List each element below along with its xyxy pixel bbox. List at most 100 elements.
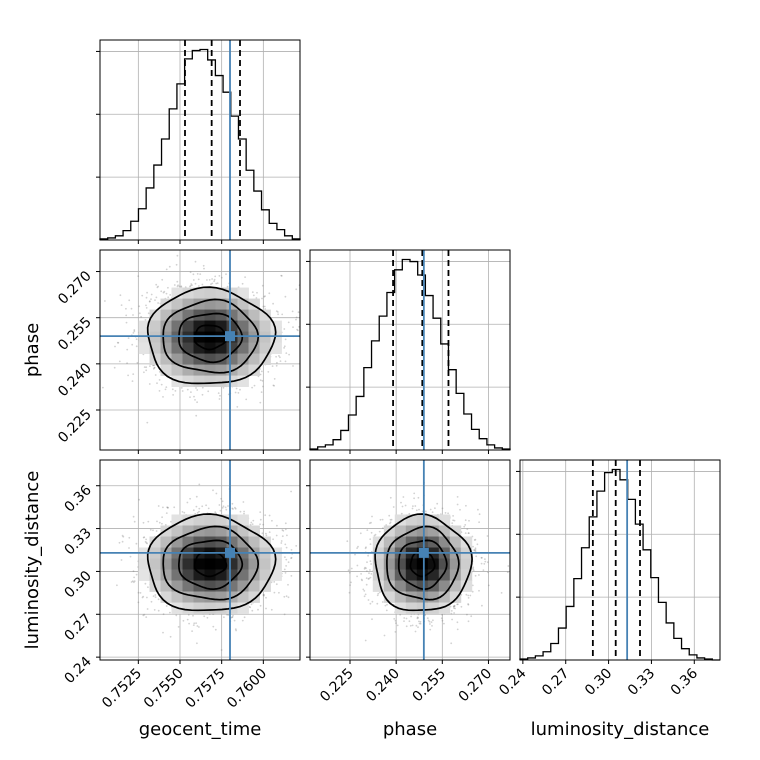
panel-frame bbox=[99, 249, 301, 451]
sample-point bbox=[132, 332, 135, 334]
sample-point bbox=[135, 542, 138, 545]
density-cell bbox=[237, 331, 249, 343]
sample-point bbox=[166, 506, 169, 509]
sample-point bbox=[164, 388, 167, 391]
sample-point bbox=[176, 285, 179, 288]
sample-point bbox=[120, 559, 123, 561]
sample-point bbox=[263, 593, 265, 596]
density-cell bbox=[215, 331, 227, 343]
sample-point bbox=[138, 312, 141, 315]
sample-point bbox=[481, 604, 483, 607]
sample-point bbox=[196, 642, 198, 645]
sample-point bbox=[155, 530, 158, 532]
sample-point bbox=[161, 516, 164, 519]
sample-point bbox=[207, 390, 210, 393]
sample-point bbox=[168, 265, 171, 268]
sample-point bbox=[283, 613, 286, 616]
sample-point bbox=[194, 399, 196, 401]
sample-point bbox=[285, 595, 288, 598]
sample-point bbox=[231, 502, 234, 505]
sample-point bbox=[273, 378, 276, 380]
sample-point bbox=[249, 523, 252, 526]
sample-point bbox=[261, 379, 264, 382]
sample-point bbox=[117, 341, 120, 344]
density-cell bbox=[248, 331, 260, 343]
density-cell bbox=[138, 558, 150, 570]
sample-point bbox=[389, 521, 392, 524]
sample-point bbox=[280, 275, 283, 277]
hist-panel-phase bbox=[306, 249, 511, 454]
sample-point bbox=[211, 278, 214, 280]
sample-point bbox=[221, 506, 224, 509]
sample-point bbox=[234, 391, 237, 394]
density-cell bbox=[204, 309, 216, 321]
sample-point bbox=[146, 608, 149, 610]
sample-point bbox=[195, 414, 198, 417]
contour-line bbox=[146, 513, 277, 612]
sample-point bbox=[411, 507, 414, 510]
sample-point bbox=[128, 299, 131, 302]
sample-point bbox=[198, 510, 200, 513]
sample-point bbox=[259, 523, 261, 526]
sample-point bbox=[175, 614, 178, 617]
sample-point bbox=[235, 387, 238, 390]
sample-point bbox=[141, 294, 144, 297]
density-cell bbox=[171, 558, 183, 570]
sample-point bbox=[201, 386, 204, 389]
sample-point bbox=[162, 631, 164, 634]
density-cell bbox=[215, 514, 227, 526]
sample-point bbox=[155, 283, 158, 286]
sample-point bbox=[114, 345, 116, 348]
sample-point bbox=[226, 285, 229, 288]
density-cell bbox=[160, 298, 172, 310]
density-cell bbox=[193, 287, 205, 299]
sample-point bbox=[384, 604, 387, 607]
sample-point bbox=[222, 505, 225, 508]
sample-point bbox=[189, 285, 191, 288]
sample-point bbox=[218, 275, 221, 277]
sample-point bbox=[212, 489, 214, 492]
sample-point bbox=[239, 510, 242, 513]
sample-point bbox=[154, 374, 157, 376]
density-content bbox=[310, 460, 510, 660]
sample-point bbox=[227, 614, 230, 616]
contour-line bbox=[162, 298, 260, 374]
sample-point bbox=[284, 543, 287, 546]
density-cell bbox=[237, 514, 249, 526]
density-cell bbox=[204, 298, 216, 310]
sample-point bbox=[275, 310, 278, 313]
sample-point bbox=[284, 572, 287, 574]
sample-point bbox=[186, 501, 189, 504]
sample-point bbox=[276, 361, 278, 364]
sample-point bbox=[264, 308, 267, 310]
density-cell bbox=[160, 569, 172, 581]
sample-point bbox=[284, 528, 287, 531]
sample-point bbox=[189, 284, 192, 287]
density-cell bbox=[215, 298, 227, 310]
sample-point bbox=[292, 326, 294, 328]
sample-point bbox=[210, 283, 212, 286]
sample-point bbox=[145, 307, 148, 309]
sample-point bbox=[207, 507, 210, 510]
sample-point bbox=[180, 387, 183, 389]
sample-point bbox=[125, 321, 128, 324]
sample-point bbox=[416, 616, 419, 619]
sample-point bbox=[287, 321, 290, 324]
sample-point bbox=[218, 504, 221, 506]
sample-point bbox=[295, 288, 298, 291]
sample-point bbox=[181, 390, 184, 392]
sample-point bbox=[284, 360, 287, 363]
sample-point bbox=[226, 613, 229, 616]
density-cell bbox=[237, 353, 249, 365]
density-cell bbox=[237, 309, 249, 321]
density-cell bbox=[215, 569, 227, 581]
histogram-geocent_time bbox=[99, 48, 301, 240]
sample-point bbox=[177, 626, 180, 628]
sample-point bbox=[138, 305, 141, 308]
density-cell bbox=[248, 309, 260, 321]
truth-marker bbox=[225, 331, 235, 342]
sample-point bbox=[196, 389, 199, 391]
sample-point bbox=[255, 297, 258, 299]
density-cell bbox=[182, 353, 194, 365]
sample-point bbox=[118, 541, 121, 544]
